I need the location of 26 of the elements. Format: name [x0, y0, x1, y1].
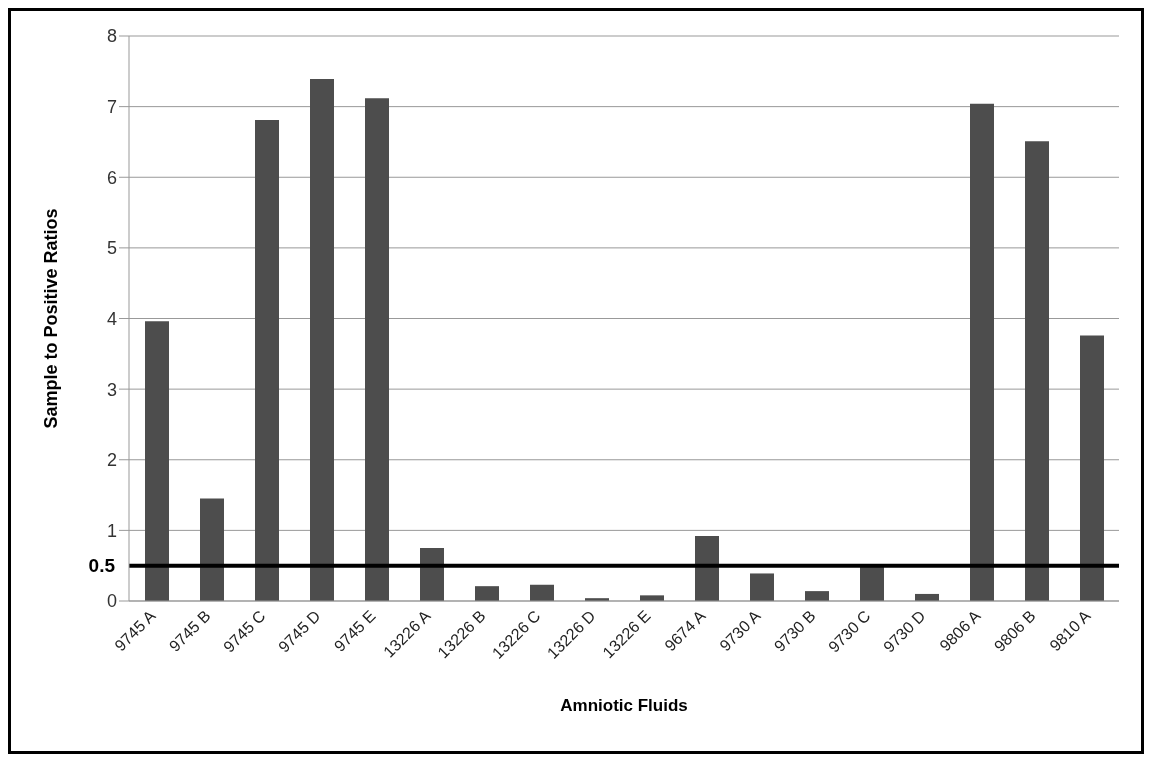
bar: [805, 591, 829, 601]
bar: [695, 536, 719, 601]
y-tick-label: 2: [106, 450, 117, 471]
bar: [970, 103, 994, 601]
y-tick-label: 0: [106, 591, 117, 612]
y-tick-label: 1: [106, 520, 117, 541]
bar: [145, 321, 169, 601]
y-tick-label: 8: [106, 26, 117, 47]
bar: [750, 573, 774, 601]
y-axis-title: Sample to Positive Ratios: [41, 208, 62, 429]
y-tick-label: 3: [106, 379, 117, 400]
y-tick-label: 4: [106, 308, 117, 329]
bar: [475, 586, 499, 601]
y-tick-label: 5: [106, 238, 117, 259]
bar: [530, 584, 554, 601]
bar: [365, 98, 389, 601]
ref-line-label: 0.5: [88, 554, 116, 576]
bar: [200, 498, 224, 601]
bar: [420, 548, 444, 601]
bar: [310, 79, 334, 601]
x-axis-title: Amniotic Fluids: [560, 696, 688, 715]
bar: [1080, 335, 1104, 601]
bar: [1025, 141, 1049, 601]
bar: [255, 120, 279, 601]
y-tick-label: 7: [106, 97, 117, 118]
y-tick-label: 6: [106, 167, 117, 188]
